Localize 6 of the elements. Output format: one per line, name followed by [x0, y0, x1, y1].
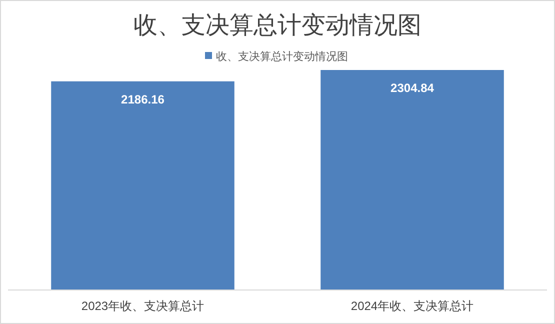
x-tick-label: 2024年收、支决算总计	[350, 299, 474, 313]
chart-title: 收、支决算总计变动情况图	[134, 12, 422, 39]
x-tick-label: 2023年收、支决算总计	[81, 299, 204, 313]
data-label: 2186.16	[121, 92, 165, 106]
legend: 收、支决算总计变动情况图	[205, 51, 348, 63]
data-label: 2304.84	[390, 81, 434, 95]
